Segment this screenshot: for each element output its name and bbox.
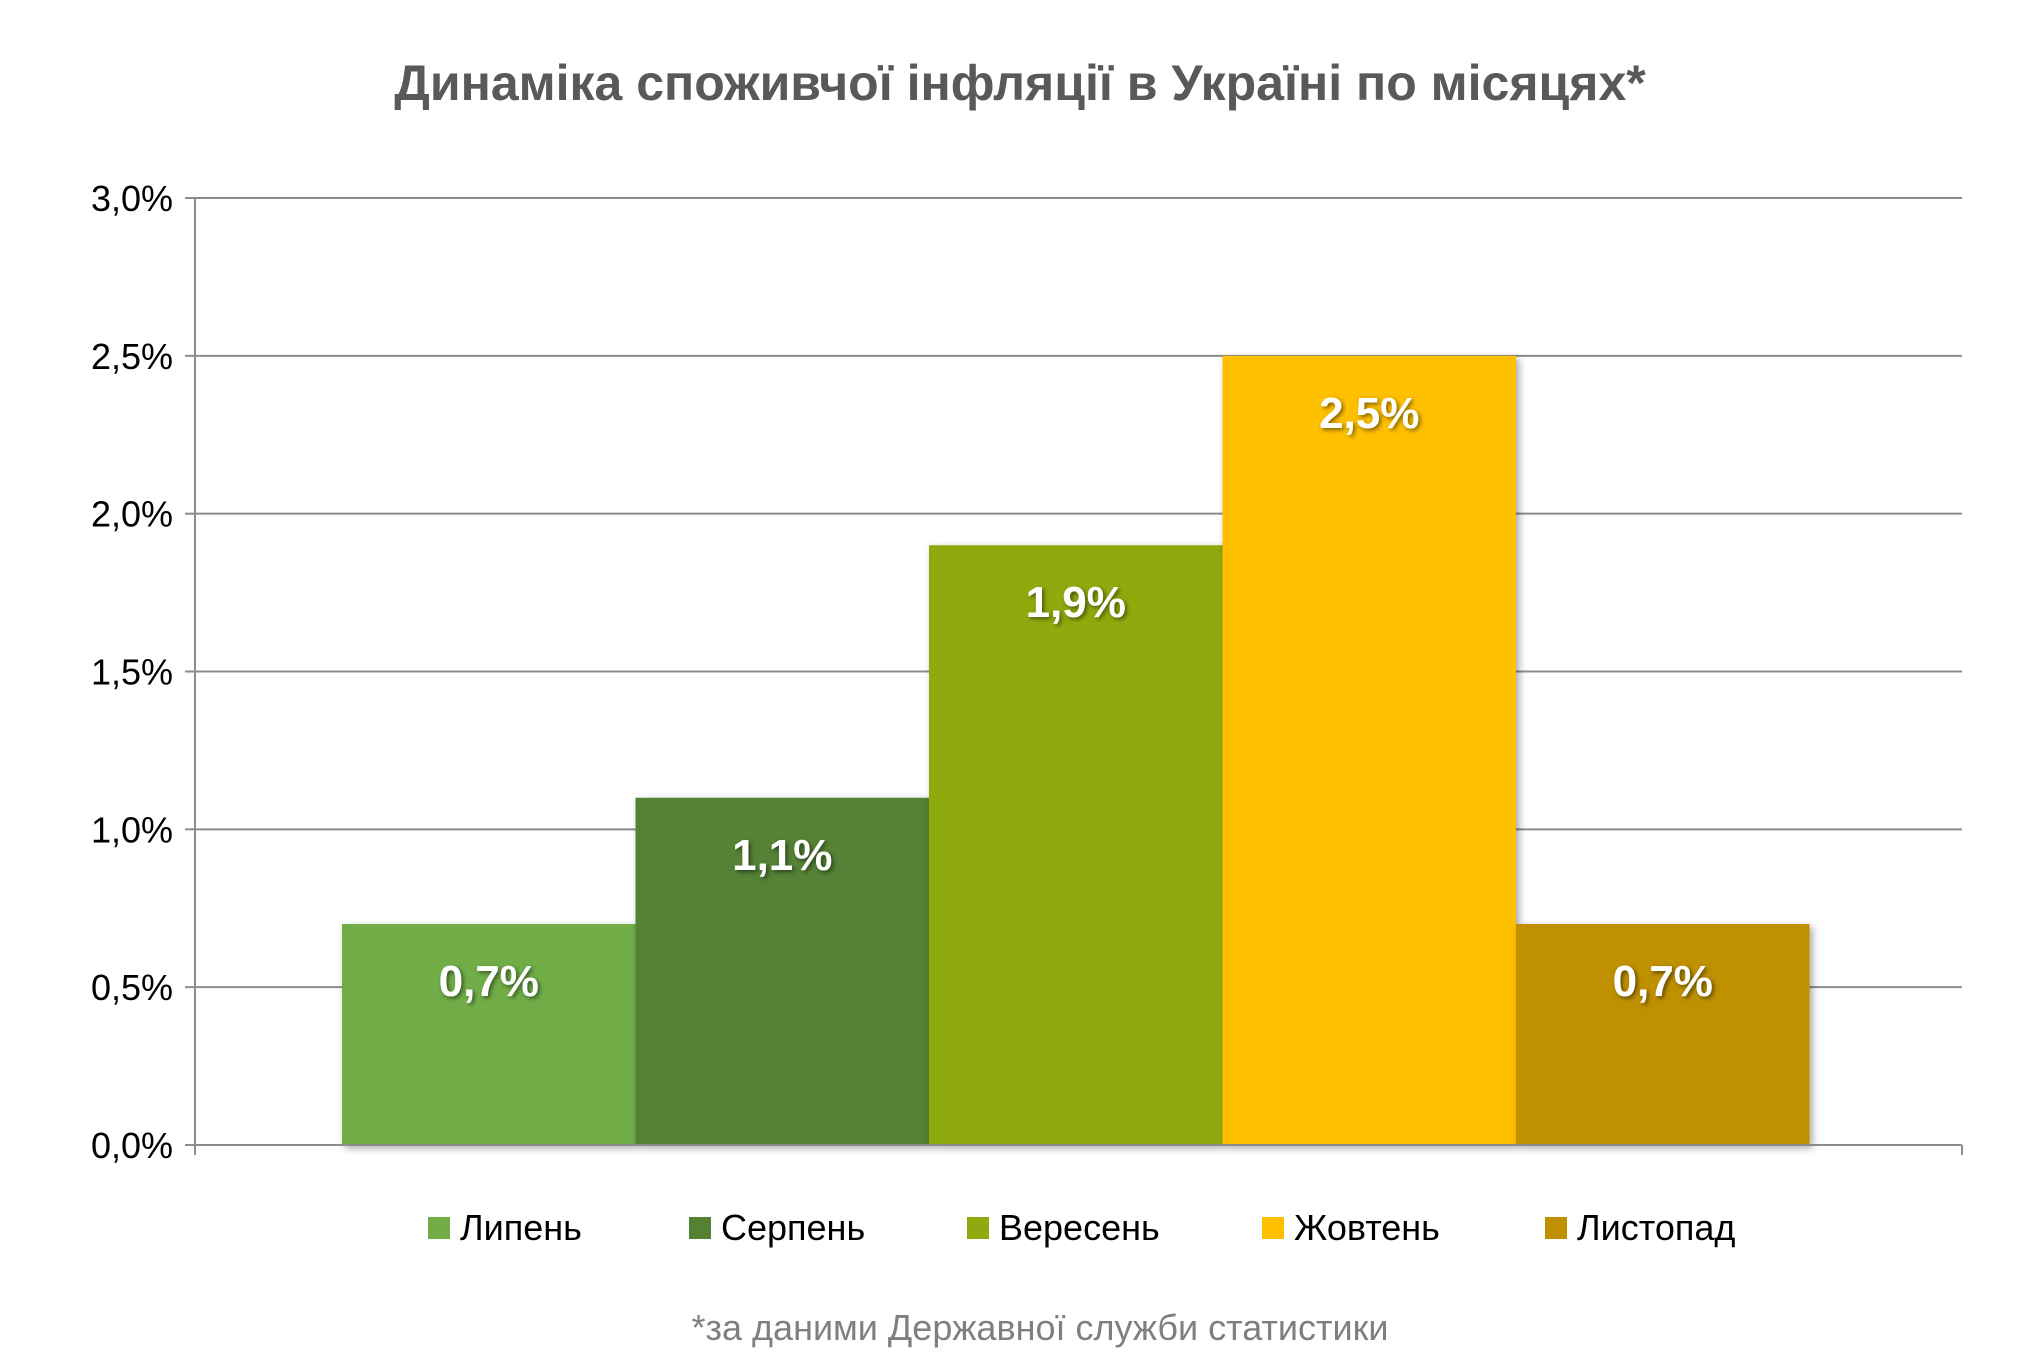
footnote: *за даними Державної служби статистики [692, 1307, 1389, 1348]
legend-swatch [428, 1217, 450, 1239]
legend: Липень Серпень Вересень Жовтень Листопад [428, 1207, 1735, 1248]
data-label: 2,5% [1319, 389, 1419, 438]
legend-label: Листопад [1577, 1207, 1735, 1248]
data-label: 1,1% [732, 831, 832, 880]
bar-4 [1222, 355, 1516, 1145]
y-tick-label: 0,5% [91, 967, 173, 1008]
legend-label: Липень [460, 1207, 582, 1248]
legend-swatch [689, 1217, 711, 1239]
legend-swatch [967, 1217, 989, 1239]
bar-5 [1516, 924, 1810, 1145]
data-label: 1,9% [1026, 578, 1126, 627]
y-tick-label: 1,5% [91, 652, 173, 693]
legend-label: Вересень [999, 1207, 1160, 1248]
legend-label: Жовтень [1294, 1207, 1440, 1248]
chart-title: Динаміка споживчої інфляції в Україні по… [394, 55, 1646, 111]
data-labels: 0,7% 1,1% 1,9% 2,5% 0,7% [439, 389, 1713, 1006]
bar-1 [342, 924, 636, 1145]
data-label: 0,7% [439, 957, 539, 1006]
y-axis-tick-labels: 0,0% 0,5% 1,0% 1,5% 2,0% 2,5% 3,0% [91, 178, 173, 1166]
legend-swatch [1262, 1217, 1284, 1239]
bars [342, 355, 1810, 1145]
legend-swatch [1545, 1217, 1567, 1239]
y-tick-label: 1,0% [91, 809, 173, 850]
y-tick-label: 3,0% [91, 178, 173, 219]
legend-label: Серпень [721, 1207, 865, 1248]
data-label: 0,7% [1613, 957, 1713, 1006]
axes [194, 198, 1963, 1155]
y-tick-label: 2,5% [91, 336, 173, 377]
bar-3 [929, 545, 1223, 1145]
bar-2 [635, 797, 929, 1145]
y-tick-label: 0,0% [91, 1125, 173, 1166]
y-tick-label: 2,0% [91, 494, 173, 535]
